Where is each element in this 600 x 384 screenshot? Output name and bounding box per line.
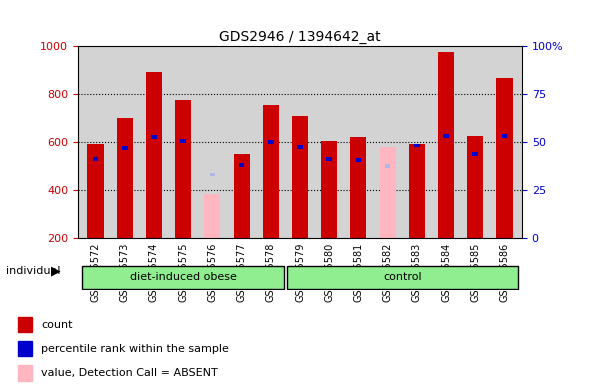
FancyBboxPatch shape xyxy=(287,266,518,289)
Bar xyxy=(502,134,507,138)
Bar xyxy=(205,194,220,238)
Bar xyxy=(181,139,186,143)
Bar xyxy=(414,144,419,147)
Bar xyxy=(151,136,157,139)
Bar xyxy=(350,137,367,238)
Text: individual: individual xyxy=(6,266,61,276)
Text: diet-induced obese: diet-induced obese xyxy=(130,272,236,283)
Bar xyxy=(472,152,478,156)
Bar xyxy=(18,317,32,332)
Bar xyxy=(326,157,332,161)
Text: control: control xyxy=(383,272,422,283)
Bar xyxy=(321,141,337,238)
Bar xyxy=(385,164,391,168)
Bar xyxy=(18,341,32,356)
Text: ▶: ▶ xyxy=(51,264,61,277)
Bar xyxy=(496,78,512,238)
Bar xyxy=(263,105,279,238)
Bar xyxy=(443,134,449,138)
Bar xyxy=(122,146,128,150)
Bar xyxy=(233,154,250,238)
Text: count: count xyxy=(41,319,73,329)
Bar xyxy=(438,52,454,238)
Bar xyxy=(380,147,395,238)
Bar xyxy=(292,116,308,238)
Bar xyxy=(175,100,191,238)
Title: GDS2946 / 1394642_at: GDS2946 / 1394642_at xyxy=(219,30,381,44)
Bar xyxy=(88,144,104,238)
Bar xyxy=(239,163,244,167)
Bar xyxy=(356,158,361,162)
Text: value, Detection Call = ABSENT: value, Detection Call = ABSENT xyxy=(41,368,218,378)
Bar xyxy=(409,144,425,238)
Bar xyxy=(297,145,303,149)
Bar xyxy=(18,365,32,381)
Bar xyxy=(209,173,215,176)
Bar xyxy=(117,118,133,238)
FancyBboxPatch shape xyxy=(82,266,284,289)
Bar xyxy=(268,140,274,144)
Bar xyxy=(146,73,162,238)
Bar xyxy=(93,157,98,161)
Text: percentile rank within the sample: percentile rank within the sample xyxy=(41,344,229,354)
Bar xyxy=(467,136,483,238)
